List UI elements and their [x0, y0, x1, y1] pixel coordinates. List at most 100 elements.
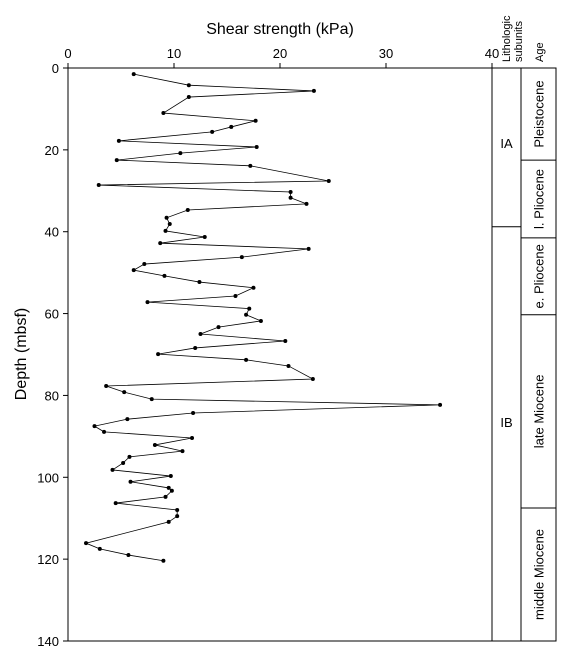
data-point — [142, 262, 147, 267]
y-tick-label: 140 — [37, 634, 59, 649]
data-point — [116, 138, 121, 143]
data-point — [251, 285, 256, 290]
subunits-header: Lithologic — [501, 15, 513, 62]
data-point — [288, 195, 293, 200]
data-point — [162, 273, 167, 278]
data-point — [326, 178, 331, 183]
age-column — [520, 67, 557, 642]
data-point — [186, 95, 191, 100]
data-point — [304, 201, 309, 206]
data-point — [190, 435, 195, 440]
data-point — [145, 300, 150, 305]
data-point — [166, 485, 171, 490]
data-point — [247, 306, 252, 311]
subunit-label: IB — [500, 415, 512, 430]
data-point — [156, 352, 161, 357]
data-point — [178, 151, 183, 156]
data-point — [229, 124, 234, 129]
data-point — [244, 312, 249, 317]
data-line — [84, 73, 441, 562]
data-point — [164, 215, 169, 220]
data-point — [248, 163, 253, 168]
x-axis-label: Shear strength (kPa) — [206, 21, 354, 38]
data-point — [258, 318, 263, 323]
data-point — [163, 494, 168, 499]
data-point — [104, 384, 109, 389]
y-tick-label: 60 — [45, 307, 59, 322]
data-point — [131, 268, 136, 273]
data-point — [185, 208, 190, 213]
age-label: l. Pliocene — [532, 169, 547, 229]
data-point — [163, 228, 168, 233]
data-point — [311, 88, 316, 93]
data-point — [158, 241, 163, 246]
x-tick-label: 40 — [485, 46, 499, 61]
plot-frame — [67, 67, 493, 642]
data-point — [193, 345, 198, 350]
data-point — [166, 519, 171, 524]
data-point — [169, 488, 174, 493]
y-tick-label: 120 — [37, 552, 59, 567]
data-point — [127, 454, 132, 459]
data-point — [128, 479, 133, 484]
y-tick-label: 0 — [52, 61, 59, 76]
data-point — [168, 474, 173, 479]
data-point — [197, 280, 202, 285]
data-point — [96, 183, 101, 188]
data-point — [121, 460, 126, 465]
y-tick-label: 80 — [45, 388, 59, 403]
age-label: Pleistocene — [532, 80, 547, 147]
data-point — [253, 118, 258, 123]
data-point — [191, 411, 196, 416]
data-point — [288, 190, 293, 195]
data-point — [306, 246, 311, 251]
data-point — [254, 144, 259, 149]
data-point — [102, 429, 107, 434]
data-point — [239, 255, 244, 260]
age-label: e. Pliocene — [532, 244, 547, 308]
y-tick-label: 40 — [45, 225, 59, 240]
data-point — [161, 111, 166, 116]
subunit-label: IA — [500, 136, 513, 151]
data-point — [126, 553, 131, 558]
age-label: late Miocene — [532, 375, 547, 449]
data-point — [131, 72, 136, 77]
x-tick-label: 20 — [273, 46, 287, 61]
data-point — [113, 501, 118, 506]
y-axis-label: Depth (mbsf) — [13, 308, 30, 400]
data-point — [97, 546, 102, 551]
x-tick-label: 0 — [64, 46, 71, 61]
data-point — [84, 541, 89, 546]
data-point — [92, 424, 97, 429]
data-point — [438, 402, 443, 407]
subunit-column — [491, 67, 522, 642]
x-tick-label: 30 — [379, 46, 393, 61]
data-point — [310, 377, 315, 382]
data-point — [114, 158, 119, 163]
data-point — [244, 357, 249, 362]
data-point — [210, 129, 215, 134]
y-tick-label: 100 — [37, 470, 59, 485]
y-tick-label: 20 — [45, 143, 59, 158]
data-point — [198, 332, 203, 337]
data-point — [167, 221, 172, 226]
data-point — [180, 449, 185, 454]
data-point — [186, 83, 191, 88]
data-point — [286, 363, 291, 368]
data-point — [233, 293, 238, 298]
data-point — [175, 514, 180, 519]
x-tick-label: 10 — [167, 46, 181, 61]
data-point — [175, 508, 180, 513]
data-point — [125, 417, 130, 422]
age-header: Age — [534, 42, 546, 62]
data-point — [149, 397, 154, 402]
data-point — [283, 338, 288, 343]
age-label: middle Miocene — [532, 529, 547, 620]
data-point — [152, 442, 157, 447]
data-point — [161, 558, 166, 563]
data-point — [216, 325, 221, 330]
data-point — [110, 467, 115, 472]
data-point — [122, 390, 127, 395]
